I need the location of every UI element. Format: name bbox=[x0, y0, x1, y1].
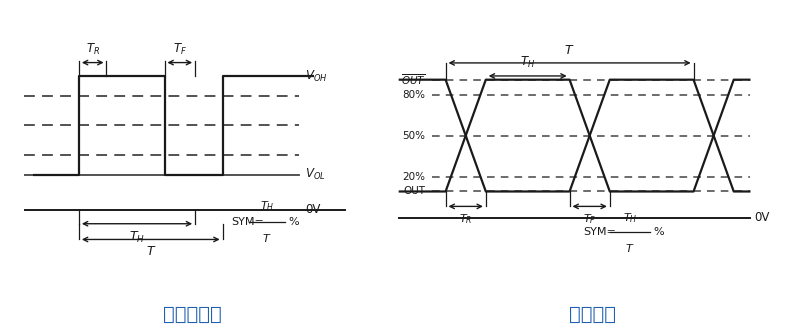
Text: $T_H$: $T_H$ bbox=[129, 230, 145, 245]
Text: 差分输出: 差分输出 bbox=[569, 306, 615, 324]
Text: $\overline{OUT}$: $\overline{OUT}$ bbox=[401, 72, 426, 87]
Text: $V_{OL}$: $V_{OL}$ bbox=[305, 167, 326, 182]
Text: $T_H$: $T_H$ bbox=[622, 211, 637, 225]
Text: $T$: $T$ bbox=[564, 44, 574, 57]
Text: $T$: $T$ bbox=[262, 232, 271, 244]
Text: 50%: 50% bbox=[402, 131, 426, 141]
Text: SYM=: SYM= bbox=[583, 227, 616, 237]
Text: OUT: OUT bbox=[403, 186, 426, 197]
Text: %: % bbox=[288, 217, 299, 227]
Text: $T$: $T$ bbox=[146, 245, 156, 259]
Text: $T_H$: $T_H$ bbox=[520, 55, 535, 71]
Text: $V_{OH}$: $V_{OH}$ bbox=[305, 69, 327, 84]
Text: $T_F$: $T_F$ bbox=[173, 42, 186, 57]
Text: 单端输出波: 单端输出波 bbox=[162, 306, 222, 324]
Text: 80%: 80% bbox=[402, 90, 426, 100]
Text: 0V: 0V bbox=[754, 211, 770, 224]
Text: $T_H$: $T_H$ bbox=[260, 199, 274, 213]
Text: %: % bbox=[654, 227, 664, 237]
Text: 0V: 0V bbox=[305, 204, 320, 216]
Text: SYM=: SYM= bbox=[232, 217, 265, 227]
Text: $T_F$: $T_F$ bbox=[583, 212, 596, 226]
Text: $T_R$: $T_R$ bbox=[86, 42, 100, 57]
Text: $T$: $T$ bbox=[625, 242, 634, 254]
Text: $T_R$: $T_R$ bbox=[459, 212, 473, 226]
Text: 20%: 20% bbox=[402, 171, 426, 182]
